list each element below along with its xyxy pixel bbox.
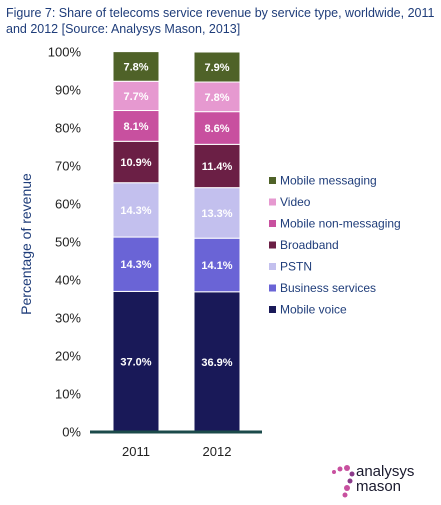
- analysys-mason-logo-icon: [332, 465, 355, 498]
- bar-segment-mobile-non-messaging: [193, 111, 241, 145]
- y-tick-label: 20%: [55, 349, 81, 364]
- bar-segment-video: [193, 81, 241, 113]
- y-tick-label: 70%: [55, 159, 81, 174]
- data-label: 37.0%: [120, 357, 151, 369]
- y-axis-ticks: 0% 10% 20% 30% 40% 50% 60% 70% 80% 90% 100%: [48, 45, 82, 440]
- data-label: 7.7%: [123, 91, 148, 103]
- bar-segment-mobile-voice: [112, 290, 160, 433]
- legend-entry: Broadband: [280, 238, 339, 252]
- data-label: 7.8%: [204, 92, 229, 104]
- data-label: 14.3%: [120, 205, 151, 217]
- bar-segment-business-services: [112, 236, 160, 292]
- legend-swatch: [269, 306, 276, 313]
- legend-entry: Mobile non-messaging: [280, 217, 401, 231]
- y-tick-label: 10%: [55, 387, 81, 402]
- legend-entry: PSTN: [280, 260, 312, 274]
- data-label: 8.6%: [204, 123, 229, 135]
- data-label: 36.9%: [201, 357, 232, 369]
- legend-swatch: [269, 284, 276, 292]
- legend-swatch: [269, 263, 276, 270]
- y-tick-label: 40%: [55, 273, 81, 288]
- bar-segment-business-services: [193, 237, 241, 293]
- legend-swatch: [269, 177, 276, 184]
- legend-entry: Business services: [280, 281, 376, 295]
- y-tick-label: 50%: [55, 235, 81, 250]
- legend-swatch: [269, 220, 276, 227]
- bar-segment-mobile-messaging: [112, 51, 160, 82]
- legend-swatch: [269, 241, 276, 249]
- data-label: 8.1%: [123, 121, 148, 133]
- y-tick-label: 80%: [55, 121, 81, 136]
- logo-wordmark: analysys mason: [356, 464, 414, 494]
- logo-line-2: mason: [356, 478, 402, 495]
- y-tick-label: 0%: [62, 425, 81, 440]
- y-tick-label: 90%: [55, 83, 81, 98]
- legend-swatch: [269, 198, 276, 206]
- legend: Mobile messaging Video Mobile non-messagin…: [269, 174, 401, 317]
- data-label: 10.9%: [120, 157, 151, 169]
- bar-segment-pstn: [112, 182, 160, 238]
- data-label: 14.3%: [120, 259, 151, 271]
- y-axis-label: Percentage of revenue: [18, 173, 34, 315]
- x-axis-ticks: 2011 2012: [122, 444, 231, 459]
- y-tick-label: 60%: [55, 197, 81, 212]
- bars: 37.0% 14.3% 14.3% 10.9% 8.1% 7.7% 7.8% 36.9% 14.…: [112, 51, 241, 433]
- data-label: 7.8%: [123, 61, 148, 73]
- bar-segment-mobile-messaging: [193, 51, 241, 83]
- x-tick-label: 2011: [122, 444, 150, 459]
- y-tick-label: 100%: [48, 45, 82, 60]
- data-label: 13.3%: [201, 208, 232, 220]
- data-label: 14.1%: [201, 260, 232, 272]
- logo-line-1: analysys: [356, 463, 415, 480]
- y-tick-label: 30%: [55, 311, 81, 326]
- figure-title: Figure 7: Share of telecoms service reve…: [6, 6, 435, 36]
- legend-entry: Mobile messaging: [280, 174, 377, 188]
- data-label: 7.9%: [204, 62, 229, 74]
- legend-entry: Mobile voice: [280, 303, 347, 317]
- x-tick-label: 2012: [203, 444, 232, 459]
- bar-segment-pstn: [193, 187, 241, 239]
- legend-entry: Video: [280, 195, 311, 209]
- data-label: 11.4%: [202, 161, 233, 173]
